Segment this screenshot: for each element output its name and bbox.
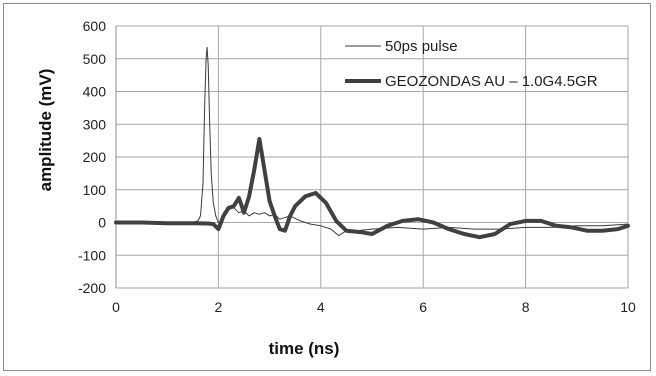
chart-frame: -200 -100 0 100 200 300 400 500 600 0 2 4 6 8 10 50ps…: [3, 3, 651, 371]
x-tick-label: 0: [112, 299, 120, 315]
y-tick-label: 400: [83, 84, 107, 100]
x-tick-label: 4: [317, 299, 325, 315]
y-tick-label: 500: [83, 51, 107, 67]
y-tick-label: 600: [83, 18, 107, 34]
line-chart: -200 -100 0 100 200 300 400 500 600 0 2 4 6 8 10 50ps…: [36, 18, 636, 358]
y-tick-labels: -200 -100 0 100 200 300 400 500 600: [78, 18, 106, 296]
y-tick-label: 0: [98, 215, 106, 231]
legend-label-pulse: 50ps pulse: [385, 38, 458, 55]
series-line-geozondas: [114, 137, 630, 240]
x-tick-label: 8: [522, 299, 530, 315]
series-lines: [114, 46, 630, 240]
legend: 50ps pulse GEOZONDAS AU – 1.0G4.5GR: [345, 38, 598, 90]
y-tick-label: 200: [83, 149, 107, 165]
x-tick-labels: 0 2 4 6 8 10: [112, 299, 636, 315]
y-tick-label: -100: [78, 247, 106, 263]
grid: [115, 25, 629, 289]
x-tick-label: 10: [620, 299, 636, 315]
y-tick-label: 300: [83, 116, 107, 132]
series-line-pulse: [115, 46, 629, 237]
y-tick-label: 100: [83, 182, 107, 198]
y-axis-title: amplitude (mV): [36, 69, 55, 192]
x-tick-label: 6: [419, 299, 427, 315]
x-tick-label: 2: [215, 299, 223, 315]
legend-label-geozondas: GEOZONDAS AU – 1.0G4.5GR: [385, 73, 598, 90]
y-tick-label: -200: [78, 280, 106, 296]
x-axis-title: time (ns): [269, 339, 340, 358]
